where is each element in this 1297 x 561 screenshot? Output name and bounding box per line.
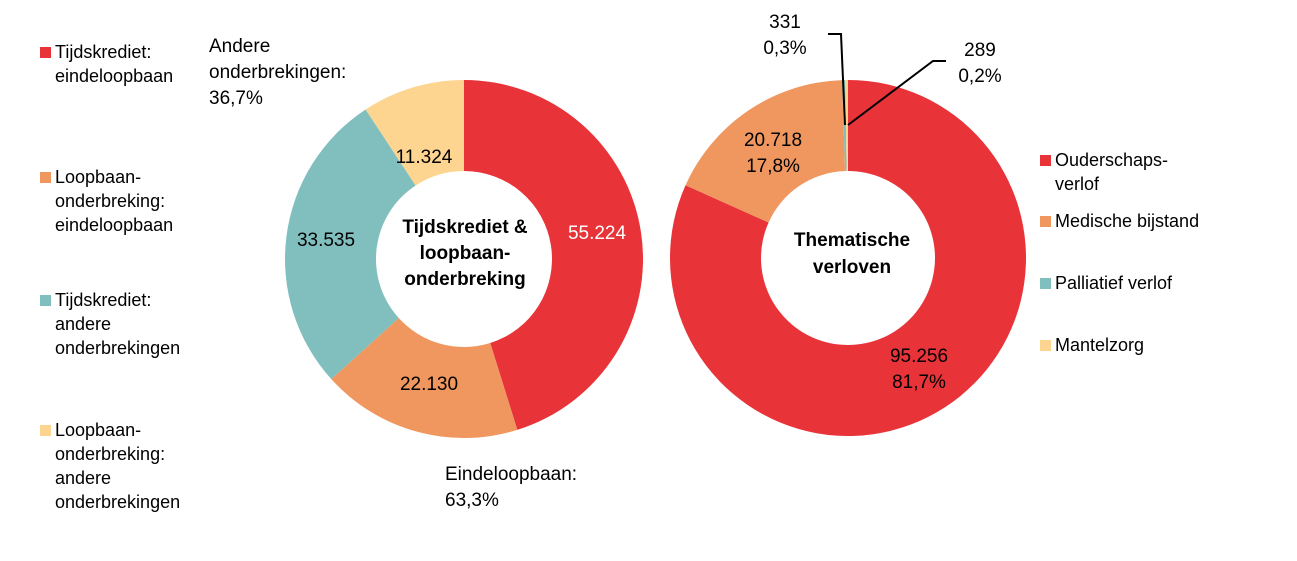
center-label: onderbreking xyxy=(404,269,525,290)
legend-text: andere xyxy=(55,314,112,334)
legend-swatch xyxy=(1040,340,1051,351)
legend-swatch xyxy=(1040,216,1051,227)
legend-text: verlof xyxy=(1055,174,1100,194)
center-label: Thematische xyxy=(794,230,910,251)
donut-right-slices xyxy=(670,80,1026,436)
value-label: 11.324 xyxy=(396,147,453,168)
legend-item: Palliatief verlof xyxy=(1040,271,1173,295)
value-label: 22.130 xyxy=(400,374,458,395)
legend-swatch xyxy=(40,425,51,436)
donut-slice xyxy=(670,80,1026,436)
donut-left-slices xyxy=(284,80,643,438)
legend-text: Loopbaan- xyxy=(55,167,142,187)
legend-text: Mantelzorg xyxy=(1055,335,1145,355)
donut-slice xyxy=(331,318,518,438)
legend-text: onderbrekingen xyxy=(55,338,181,358)
legend-item: Loopbaan- onderbreking: eindeloopbaan xyxy=(40,165,174,237)
value-label: 55.224 xyxy=(568,223,627,244)
legend-text: eindeloopbaan xyxy=(55,66,174,86)
center-label: Tijdskrediet & xyxy=(402,217,528,238)
donut-slice xyxy=(464,80,643,430)
legend-text: Medische bijstand xyxy=(1055,211,1200,231)
legend-swatch xyxy=(1040,155,1051,166)
donut-slice xyxy=(284,109,416,380)
legend-swatch xyxy=(1040,278,1051,289)
value-label: 17,8% xyxy=(746,156,800,177)
legend-text: Tijdskrediet: xyxy=(55,290,152,310)
value-label: 0,2% xyxy=(958,66,1001,87)
annotation: Andere xyxy=(209,36,270,57)
legend-swatch xyxy=(40,172,51,183)
annotation: 36,7% xyxy=(209,88,263,109)
legend-text: onderbreking: xyxy=(55,444,166,464)
value-label: 0,3% xyxy=(763,38,806,59)
center-label: loopbaan- xyxy=(420,243,511,264)
legend-text: Ouderschaps- xyxy=(1055,150,1169,170)
value-label: 81,7% xyxy=(892,372,946,393)
value-label: 20.718 xyxy=(744,130,802,151)
donut-slice xyxy=(845,80,848,172)
legend-item: Loopbaan- onderbreking: andere onderbrek… xyxy=(40,418,181,514)
donut-slice xyxy=(685,80,846,223)
legend-item: Mantelzorg xyxy=(1040,333,1145,357)
legend-text: Palliatief verlof xyxy=(1055,273,1173,293)
annotation: onderbrekingen: xyxy=(209,62,346,83)
center-label: verloven xyxy=(813,257,891,278)
legend-text: Tijdskrediet: xyxy=(55,42,152,62)
leader-line xyxy=(847,60,946,126)
legend-text: andere xyxy=(55,468,112,488)
legend-item: Ouderschaps- verlof xyxy=(1040,148,1169,196)
legend-item: Tijdskrediet: eindeloopbaan xyxy=(40,40,174,88)
legend-swatch xyxy=(40,47,51,58)
value-label: 33.535 xyxy=(297,230,355,251)
leader-line xyxy=(828,33,846,126)
legend-item: Medische bijstand xyxy=(1040,209,1200,233)
legend-text: eindeloopbaan xyxy=(55,215,174,235)
annotation: Eindeloopbaan: xyxy=(445,464,577,485)
value-label: 95.256 xyxy=(890,346,948,367)
legend-text: onderbrekingen xyxy=(55,492,181,512)
legend-text: onderbreking: xyxy=(55,191,166,211)
legend-swatch xyxy=(40,295,51,306)
value-label: 289 xyxy=(964,40,996,61)
value-label: 331 xyxy=(769,12,801,33)
donut-slice xyxy=(365,80,464,186)
annotation: 63,3% xyxy=(445,490,499,511)
legend-item: Tijdskrediet: andere onderbrekingen xyxy=(40,288,181,360)
legend-text: Loopbaan- xyxy=(55,420,142,440)
